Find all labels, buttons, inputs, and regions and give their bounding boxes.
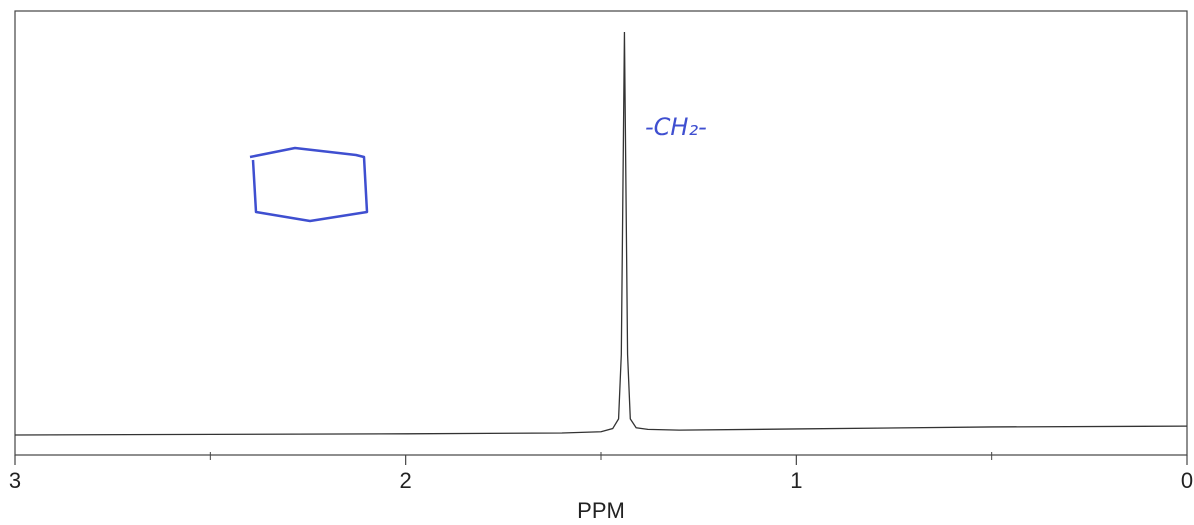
x-axis-title: PPM xyxy=(577,498,625,523)
plot-frame xyxy=(14,10,1188,456)
x-tick-label: 0 xyxy=(1181,468,1193,493)
annotation: -CH₂- xyxy=(645,113,707,141)
spectrum-line xyxy=(14,31,1188,436)
x-tick-label: 1 xyxy=(790,468,802,493)
x-tick-label: 2 xyxy=(400,468,412,493)
x-tick-label: 3 xyxy=(9,468,21,493)
cyclohexane-sketch xyxy=(249,146,369,223)
